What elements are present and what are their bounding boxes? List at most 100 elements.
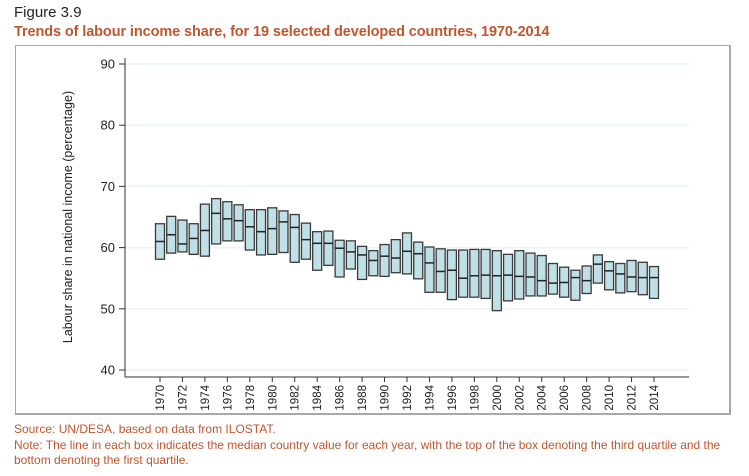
box-1972	[177, 219, 188, 253]
box-1983	[300, 222, 312, 260]
x-tick-label: 2002	[514, 385, 526, 411]
y-axis-ticks: 40 50 60 70 80 90	[101, 57, 125, 378]
x-tick-label: 1990	[380, 385, 392, 411]
box-1998	[469, 248, 480, 298]
box-iqr	[446, 249, 458, 301]
box-2003	[525, 252, 536, 297]
box-iqr	[469, 248, 480, 298]
box-1987	[345, 240, 357, 270]
box-1999	[480, 248, 491, 300]
box-2005	[547, 262, 559, 295]
box-1978	[244, 209, 255, 251]
x-tick-label: 2004	[537, 384, 549, 410]
box-iqr	[401, 232, 413, 275]
y-tick-label: 80	[101, 118, 115, 133]
box-1991	[390, 238, 401, 274]
box-1986	[334, 239, 345, 278]
box-iqr	[502, 253, 514, 302]
x-tick-label: 1976	[222, 385, 234, 411]
box-1992	[401, 232, 413, 275]
x-tick-label: 1978	[245, 385, 257, 411]
box-iqr	[615, 262, 626, 294]
box-1989	[368, 250, 379, 277]
box-iqr	[637, 261, 648, 296]
box-iqr	[626, 259, 637, 293]
box-2007	[570, 269, 581, 301]
box-iqr	[233, 204, 244, 242]
x-tick-label: 1974	[200, 384, 212, 410]
box-iqr	[435, 248, 446, 293]
box-1995	[435, 248, 446, 293]
x-tick-label: 2014	[649, 384, 661, 410]
box-iqr	[424, 246, 435, 293]
box-1984	[312, 231, 323, 271]
y-tick-label: 90	[101, 57, 115, 72]
box-2010	[603, 261, 615, 291]
x-tick-label: 1992	[402, 385, 414, 411]
box-iqr	[323, 230, 334, 266]
x-tick-label: 2008	[582, 385, 594, 411]
box-2004	[536, 254, 547, 297]
box-1970	[154, 223, 166, 260]
x-tick-label: 2000	[492, 385, 504, 411]
x-tick-label: 1980	[267, 385, 279, 411]
y-tick-label: 40	[101, 363, 115, 378]
box-2011	[615, 262, 626, 294]
x-tick-label: 1988	[357, 385, 369, 411]
x-tick-label: 1984	[312, 384, 324, 410]
box-1981	[278, 210, 289, 254]
box-1997	[457, 249, 469, 298]
box-1980	[267, 207, 278, 255]
chart-title: Trends of labour income share, for 19 se…	[14, 24, 550, 40]
box-iqr	[345, 240, 357, 270]
source-text: Source: UN/DESA, based on data from ILOS…	[14, 422, 276, 436]
footer-notes: Source: UN/DESA, based on data from ILOS…	[14, 422, 744, 469]
box-iqr	[480, 248, 491, 300]
box-iqr	[603, 261, 615, 291]
x-tick-label: 2012	[627, 385, 639, 411]
box-series	[154, 197, 660, 312]
box-iqr	[300, 222, 312, 260]
box-1994	[424, 246, 435, 293]
box-iqr	[570, 269, 581, 301]
box-1976	[222, 201, 233, 242]
box-2002	[514, 250, 525, 300]
box-iqr	[222, 201, 233, 242]
box-iqr	[267, 207, 278, 255]
box-1973	[188, 223, 199, 255]
x-tick-label: 1982	[290, 385, 302, 411]
y-tick-label: 60	[101, 240, 115, 255]
gridlines	[125, 63, 689, 371]
box-iqr	[368, 250, 379, 277]
figure-label: Figure 3.9	[14, 4, 82, 21]
box-iqr	[278, 210, 289, 254]
x-tick-label: 1972	[177, 385, 189, 411]
box-1990	[379, 243, 390, 278]
x-tick-label: 1970	[155, 385, 167, 411]
x-tick-label: 1986	[335, 385, 347, 411]
box-1979	[255, 209, 267, 256]
box-1977	[233, 204, 244, 242]
box-1975	[210, 197, 222, 245]
box-2008	[581, 265, 592, 295]
box-1993	[413, 241, 424, 280]
box-iqr	[592, 254, 604, 284]
x-axis-ticks: 1970 1972 1974 1976 1978 1980 1982 1984 1986 1988…	[155, 377, 661, 411]
box-1996	[446, 249, 458, 301]
box-iqr	[525, 252, 536, 297]
box-iqr	[210, 197, 222, 245]
box-2012	[626, 259, 637, 293]
box-iqr	[581, 265, 592, 295]
box-2000	[491, 250, 502, 312]
box-iqr	[457, 249, 469, 298]
box-iqr	[177, 219, 188, 253]
box-iqr	[244, 209, 255, 251]
box-1988	[356, 245, 368, 281]
x-tick-label: 1998	[469, 385, 481, 411]
box-iqr	[536, 254, 547, 297]
box-2001	[502, 253, 514, 302]
note-text: Note: The line in each box indicates the…	[14, 437, 721, 468]
box-iqr	[547, 262, 559, 295]
x-tick-label: 1996	[447, 385, 459, 411]
